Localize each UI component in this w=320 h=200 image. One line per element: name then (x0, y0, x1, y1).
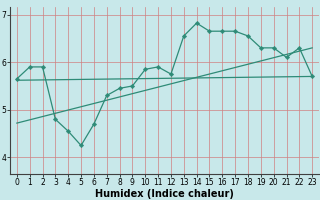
X-axis label: Humidex (Indice chaleur): Humidex (Indice chaleur) (95, 189, 234, 199)
